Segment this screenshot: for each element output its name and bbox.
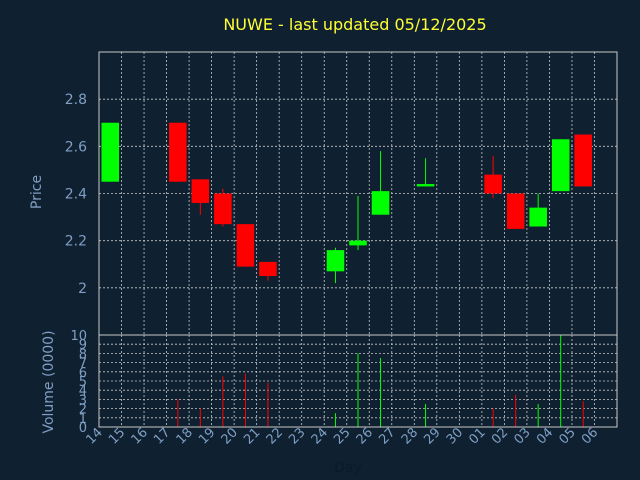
- candle-body: [101, 122, 120, 182]
- x-tick-label: 21: [241, 425, 263, 447]
- x-tick-label: 27: [376, 425, 398, 447]
- volume-tick-label: 0: [79, 421, 87, 436]
- candle-body: [551, 139, 570, 192]
- candle-body: [236, 224, 255, 267]
- candle-body: [574, 134, 593, 187]
- price-tick-label: 2.2: [65, 234, 87, 250]
- x-tick-label: 01: [466, 425, 488, 447]
- volume-tick-label: 10: [70, 329, 87, 344]
- x-tick-label: 03: [511, 425, 533, 447]
- x-tick-label: 15: [106, 425, 128, 447]
- candle-body: [259, 261, 277, 277]
- candle-body: [169, 122, 187, 182]
- volume-tick-label: 7: [79, 357, 87, 372]
- x-tick-label: 29: [421, 425, 443, 447]
- x-axis-label: Day: [334, 460, 362, 476]
- candle-body: [214, 193, 232, 225]
- x-tick-label: 20: [219, 425, 241, 447]
- volume-tick-label: 4: [79, 384, 87, 399]
- volume-axis-label: Volume (0000): [41, 330, 57, 433]
- candle-body: [416, 184, 435, 187]
- x-tick-label: 23: [286, 425, 308, 447]
- price-tick-label: 2.4: [65, 187, 87, 203]
- x-tick-label: 17: [151, 425, 173, 447]
- x-tick-label: 18: [174, 425, 196, 447]
- x-tick-label: 19: [196, 425, 218, 447]
- x-tick-label: 02: [489, 425, 511, 447]
- x-tick-label: 25: [331, 425, 353, 447]
- candle-body: [326, 250, 345, 272]
- candle-body: [349, 240, 367, 246]
- x-tick-label: 26: [354, 425, 376, 447]
- price-panel: 2 2.2 2.4 2.6 2.8: [65, 51, 618, 336]
- candle-body: [484, 174, 502, 194]
- x-tick-label: 06: [579, 425, 601, 447]
- x-tick-label: 04: [534, 425, 556, 447]
- volume-tick-label: 6: [79, 366, 87, 381]
- volume-tick-label: 9: [79, 338, 87, 353]
- price-tick-label: 2.8: [65, 92, 87, 108]
- x-tick-label: 28: [399, 425, 421, 447]
- price-tick-label: 2.6: [65, 139, 87, 155]
- chart-title: NUWE - last updated 05/12/2025: [223, 15, 486, 34]
- x-tick-label: 24: [309, 425, 331, 447]
- x-tick-label: 16: [129, 425, 151, 447]
- x-tick-label: 05: [556, 425, 578, 447]
- x-axis: 14 15 16 17 18 19 20 21 22 23 24 25 26 27 28 29 30 01 02 03…: [84, 425, 602, 447]
- candle-body: [191, 179, 210, 203]
- volume-tick-label: 5: [79, 375, 87, 390]
- volume-tick-label: 3: [79, 393, 87, 408]
- candle-body: [371, 191, 390, 215]
- price-axis-label: Price: [29, 175, 45, 209]
- candle-body: [529, 207, 547, 227]
- volume-tick-label: 8: [79, 347, 87, 362]
- x-tick-label: 22: [264, 425, 286, 447]
- candle-body: [506, 193, 525, 229]
- volume-frame: [98, 334, 618, 428]
- x-tick-label: 30: [444, 425, 466, 447]
- volume-tick-label: 1: [79, 412, 87, 427]
- volume-tick-label: 2: [79, 403, 87, 418]
- price-tick-label: 2: [78, 281, 87, 297]
